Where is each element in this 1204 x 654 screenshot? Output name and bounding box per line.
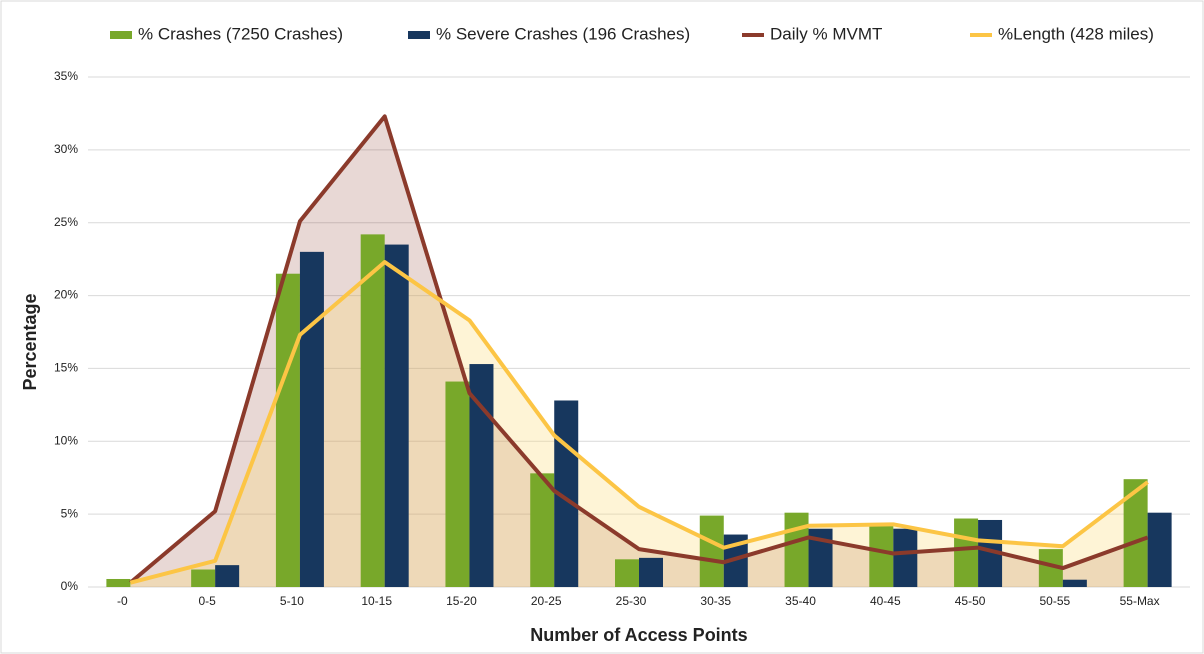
x-tick-label: 25-30 [616, 594, 647, 608]
y-tick-label: 5% [61, 506, 79, 520]
x-tick-label: 20-25 [531, 594, 562, 608]
line [129, 260, 1149, 585]
bar [275, 273, 300, 587]
bar [869, 525, 894, 587]
x-tick-label: 5-10 [280, 594, 304, 608]
x-tick-label: 35-40 [785, 594, 816, 608]
bar [615, 559, 639, 587]
legend-marker [110, 31, 132, 39]
x-tick-label: 40-45 [870, 594, 901, 608]
x-tick-label: 55-Max [1120, 594, 1160, 608]
bar [215, 565, 240, 587]
bar [1062, 579, 1087, 587]
y-tick-label: 10% [54, 433, 78, 447]
bar [699, 515, 724, 587]
legend-marker [408, 31, 430, 39]
legend-label: Daily % MVMT [770, 24, 882, 43]
bar [384, 244, 409, 588]
bar [360, 234, 385, 587]
x-tick-label: 15-20 [446, 594, 477, 608]
bar [530, 473, 555, 587]
bar [954, 518, 979, 587]
y-tick-label: 25% [54, 215, 78, 229]
y-tick-label: 0% [61, 579, 79, 593]
bar [1147, 512, 1172, 587]
x-axis-label: Number of Access Points [530, 625, 747, 645]
y-axis-label: Percentage [20, 293, 40, 390]
bar [639, 557, 663, 587]
legend-label: % Severe Crashes (196 Crashes) [436, 24, 690, 43]
legend-label: % Crashes (7250 Crashes) [138, 24, 343, 43]
bar [106, 578, 131, 587]
x-tick-label: 10-15 [361, 594, 392, 608]
y-tick-label: 35% [54, 69, 78, 83]
y-tick-label: 20% [54, 288, 78, 302]
bar [784, 512, 809, 587]
bar [299, 251, 324, 587]
y-tick-label: 15% [54, 361, 78, 375]
bar [191, 569, 216, 587]
y-tick-label: 30% [54, 142, 78, 156]
x-tick-label: 30-35 [700, 594, 731, 608]
bar [469, 364, 494, 587]
x-tick-label: -0 [117, 594, 128, 608]
x-tick-label: 45-50 [955, 594, 986, 608]
bar [893, 528, 918, 587]
legend-label: %Length (428 miles) [998, 24, 1154, 43]
x-tick-label: 0-5 [198, 594, 216, 608]
bar [445, 381, 470, 587]
x-tick-label: 50-55 [1039, 594, 1070, 608]
line [129, 114, 1149, 585]
